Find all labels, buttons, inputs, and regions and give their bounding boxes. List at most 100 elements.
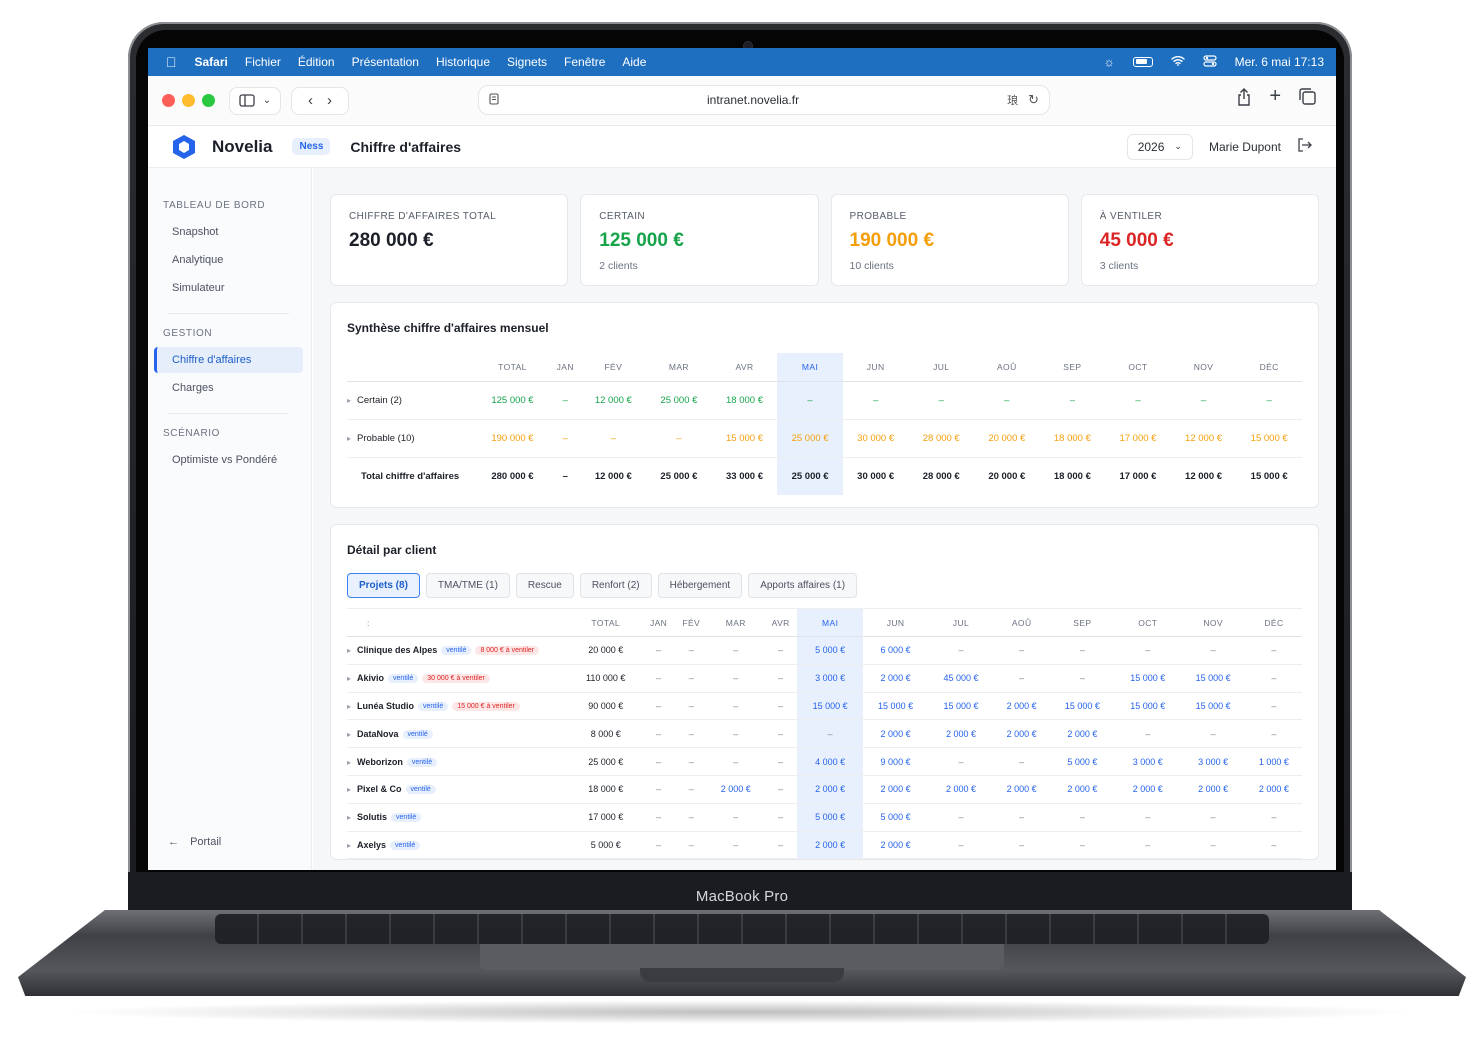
menu-item-edition[interactable]: Édition <box>287 55 335 69</box>
table-cell: – <box>1245 692 1302 721</box>
table-row[interactable]: ▸ Pixel & Co ventilé 18 000 € – –2 000 € –2 00… <box>347 775 1302 804</box>
table-cell: – <box>928 831 994 860</box>
table-row[interactable]: ▸ Solutis ventilé 17 000 € – – – –5 000 €5 000 … <box>347 803 1302 832</box>
brightness-icon[interactable]: ☼ <box>1103 55 1115 69</box>
table-row[interactable]: ▸ Weborizon ventilé 25 000 € – – – –4 000 €9 00… <box>347 747 1302 776</box>
sidebar-item-optimiste-vs-pondere[interactable]: Optimiste vs Pondéré <box>172 454 278 466</box>
tab-apports-affaires-1[interactable]: Apports affaires (1) <box>748 573 858 598</box>
tab-renfort-2[interactable]: Renfort (2) <box>579 573 652 598</box>
url-text[interactable]: intranet.novelia.fr <box>707 93 800 107</box>
portal-link[interactable]: ← Portail <box>168 836 221 848</box>
row-label[interactable]: ▸ Certain (2) <box>347 381 475 420</box>
table-cell: 15 000 € <box>711 419 778 458</box>
client-name-cell[interactable]: ▸ Lunéa Studio ventilé 15 000 € à ventiler <box>347 692 569 721</box>
client-name-cell[interactable]: ▸ Akivio ventilé 30 000 € à ventiler <box>347 664 569 693</box>
table-cell: – <box>763 803 798 832</box>
clock[interactable]: Mer. 6 mai 17:13 <box>1234 55 1324 69</box>
kpi-label: CHIFFRE D'AFFAIRES TOTAL <box>349 211 497 222</box>
novelia-logo-icon[interactable] <box>172 134 196 160</box>
chevron-right-icon[interactable]: ▸ <box>347 729 352 739</box>
device-label: MacBook Pro <box>695 888 789 905</box>
client-name-cell[interactable]: ▸ Axelys ventilé <box>347 831 569 860</box>
back-icon[interactable]: ‹ <box>308 92 313 109</box>
table-row[interactable]: ▸ Clinique des Alpes ventilé 8 000 € à vent… <box>347 636 1302 665</box>
translate-icon[interactable]: 琅 <box>1007 95 1019 107</box>
menu-item-presentation[interactable]: Présentation <box>341 55 419 69</box>
table-cell: 2 000 € <box>797 775 863 804</box>
client-name-cell[interactable]: ▸ Clinique des Alpes ventilé 8 000 € à vent… <box>347 636 569 665</box>
chevron-right-icon[interactable]: ▸ <box>347 701 352 711</box>
table-cell: 15 000 € <box>928 692 994 721</box>
year-select[interactable]: 2026 ⌄ <box>1126 133 1193 160</box>
chevron-right-icon[interactable]: ▸ <box>347 674 352 684</box>
chevron-right-icon[interactable]: ▸ <box>347 785 352 795</box>
logout-icon[interactable] <box>1297 138 1312 155</box>
table-row[interactable]: ▸ Lunéa Studio ventilé 15 000 € à ventiler 9… <box>347 692 1302 721</box>
table-cell: – <box>642 719 675 749</box>
wifi-icon[interactable] <box>1170 55 1185 69</box>
table-row[interactable]: ▸ Probable (10) 190 000 € – – –15 000 €25 000… <box>347 419 1302 458</box>
table-cell: – <box>549 381 581 420</box>
client-name-cell[interactable]: ▸ Pixel & Co ventilé <box>347 775 569 804</box>
client-name-cell[interactable]: ▸ Solutis ventilé <box>347 803 569 832</box>
sidebar-item-simulateur[interactable]: Simulateur <box>172 282 225 294</box>
close-window-button[interactable] <box>162 94 175 107</box>
tab-hebergement[interactable]: Hébergement <box>657 573 743 598</box>
row-label[interactable]: ▸ Probable (10) <box>347 419 475 458</box>
share-icon[interactable] <box>1237 88 1251 111</box>
chevron-right-icon[interactable]: ▸ <box>347 433 352 443</box>
table-row[interactable]: ▸ Certain (2) 125 000 € –12 000 €25 000 €18… <box>347 381 1302 420</box>
chevron-right-icon[interactable]: ▸ <box>347 840 352 850</box>
chevron-right-icon[interactable]: ▸ <box>347 757 352 767</box>
sidebar-toggle-button[interactable]: ⌄ <box>229 86 281 115</box>
kpi-row: CHIFFRE D'AFFAIRES TOTAL 280 000 € CERTAIN… <box>330 194 1319 286</box>
table-row[interactable]: ▸ Akivio ventilé 30 000 € à ventiler 110 000… <box>347 664 1302 693</box>
kpi-label: CERTAIN <box>599 211 646 222</box>
table-cell: – <box>707 692 764 721</box>
sidebar-item-charges[interactable]: Charges <box>172 382 214 394</box>
table-row[interactable]: ▸ DataNova ventilé 8 000 € – – – – –2 000 €2 000… <box>347 719 1302 749</box>
address-bar[interactable]: intranet.novelia.fr 琅 ↻ <box>478 85 1050 115</box>
status-badge: ventilé <box>441 646 472 656</box>
table-cell: 15 000 € <box>1049 692 1116 721</box>
table-cell: 5 000 € <box>797 803 863 832</box>
user-name[interactable]: Marie Dupont <box>1208 139 1281 154</box>
column-header[interactable]: : <box>347 608 569 637</box>
menu-item-historique[interactable]: Historique <box>425 55 490 69</box>
sidebar-item-snapshot[interactable]: Snapshot <box>172 226 219 238</box>
menu-item-fichier[interactable]: Fichier <box>234 55 281 69</box>
table-row[interactable]: ▸ Axelys ventilé 5 000 € – – – –2 000 €2 000 € –… <box>347 831 1302 860</box>
table-cell: – <box>763 831 798 860</box>
reload-icon[interactable]: ↻ <box>1028 92 1039 107</box>
table-cell: – <box>642 664 675 693</box>
chevron-right-icon[interactable]: ▸ <box>347 395 352 405</box>
control-center-icon[interactable] <box>1203 54 1217 70</box>
menu-item-aide[interactable]: Aide <box>611 55 646 69</box>
tabs-overview-icon[interactable] <box>1299 88 1316 111</box>
minimize-window-button[interactable] <box>182 94 195 107</box>
apple-icon[interactable]:  <box>166 54 177 70</box>
table-cell: – <box>1049 803 1116 832</box>
app-name[interactable]: Novelia <box>212 136 273 156</box>
chevron-right-icon[interactable]: ▸ <box>347 813 352 823</box>
sidebar-item-chiffre-d-affaires[interactable]: Chiffre d'affaires <box>154 347 303 373</box>
column-header: JAN <box>549 353 581 382</box>
menu-item-safari[interactable]: Safari <box>184 55 228 69</box>
sidebar-item-analytique[interactable]: Analytique <box>172 254 224 266</box>
client-name-cell[interactable]: ▸ Weborizon ventilé <box>347 747 569 776</box>
zoom-window-button[interactable] <box>202 94 215 107</box>
column-header: SEP <box>1039 353 1106 382</box>
tab-rescue[interactable]: Rescue <box>515 573 574 598</box>
table-cell: 20 000 € <box>974 419 1040 458</box>
menu-item-signets[interactable]: Signets <box>496 55 547 69</box>
forward-icon[interactable]: › <box>327 92 332 109</box>
table-cell: – <box>908 381 975 420</box>
tab-tma-tme-1[interactable]: TMA/TME (1) <box>425 573 510 598</box>
battery-icon[interactable] <box>1132 57 1153 67</box>
chevron-right-icon[interactable]: ▸ <box>347 646 352 656</box>
client-name-cell[interactable]: ▸ DataNova ventilé <box>347 719 569 749</box>
tab-projets-8[interactable]: Projets (8) <box>347 573 420 598</box>
new-tab-icon[interactable]: + <box>1269 85 1281 107</box>
menu-item-fenetre[interactable]: Fenêtre <box>553 55 605 69</box>
table-cell: 25 000 € <box>777 419 843 458</box>
